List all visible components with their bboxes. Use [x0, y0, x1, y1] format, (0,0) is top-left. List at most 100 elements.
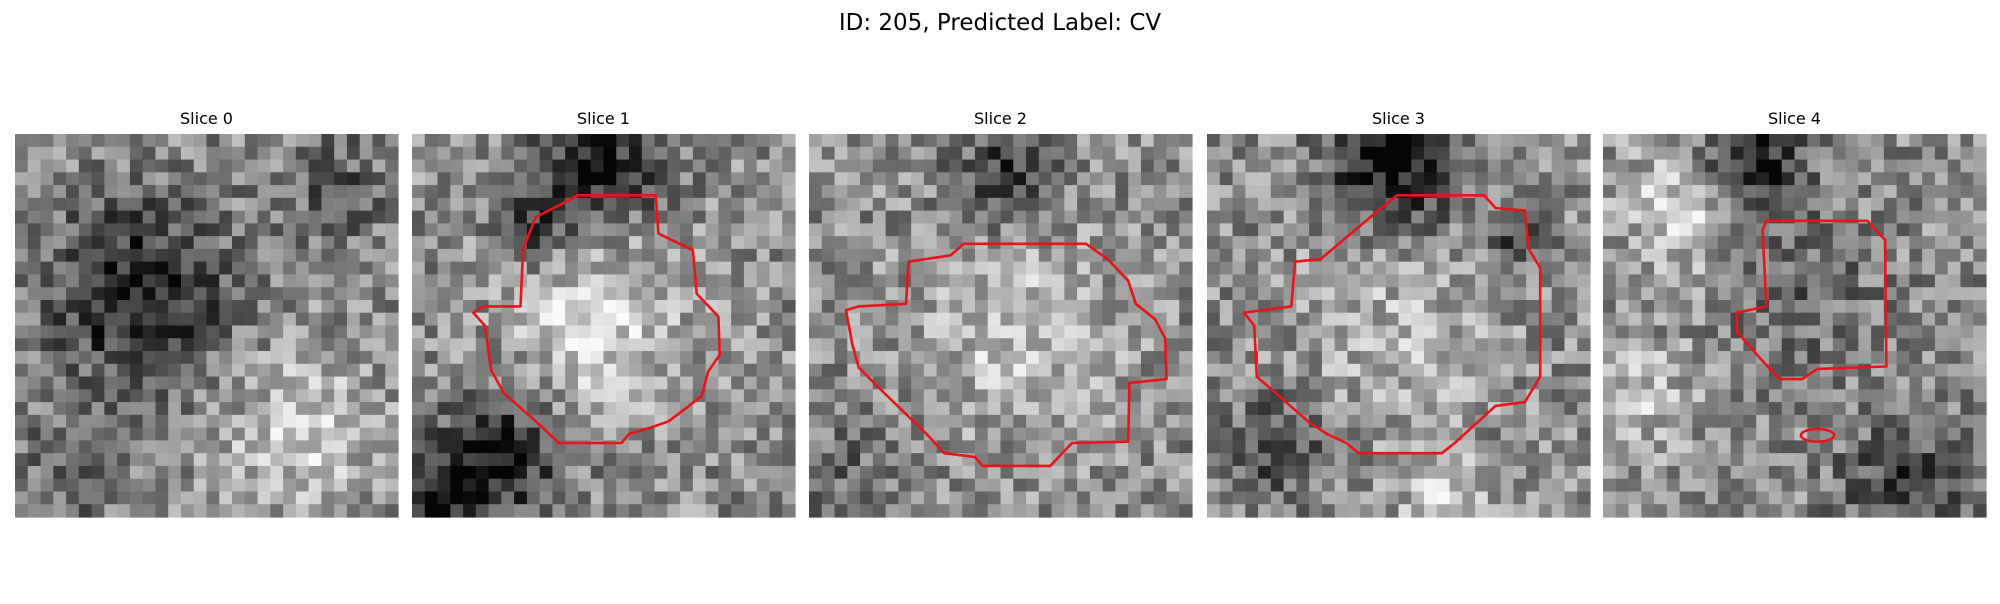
- pixel: [1128, 185, 1142, 199]
- pixel: [603, 172, 617, 186]
- pixel: [1026, 197, 1040, 212]
- pixel: [1051, 351, 1065, 365]
- pixel: [680, 414, 694, 429]
- pixel: [1089, 363, 1104, 378]
- pixel: [142, 261, 157, 276]
- pixel: [1038, 134, 1053, 148]
- pixel: [1334, 197, 1349, 212]
- pixel: [1026, 465, 1040, 480]
- pixel: [552, 427, 566, 441]
- pixel: [1692, 134, 1706, 148]
- pixel: [15, 134, 29, 148]
- pixel: [1730, 402, 1745, 416]
- pixel: [539, 172, 554, 186]
- pixel: [987, 159, 1002, 173]
- pixel: [1654, 159, 1668, 173]
- pixel: [821, 376, 836, 390]
- pixel: [1077, 223, 1091, 237]
- pixel: [1128, 465, 1142, 480]
- pixel: [1219, 248, 1234, 263]
- pixel: [1026, 427, 1040, 441]
- pixel: [1845, 504, 1859, 518]
- pixel: [1128, 478, 1142, 493]
- pixel: [1296, 159, 1310, 173]
- pixel: [155, 274, 169, 288]
- pixel: [1000, 376, 1014, 390]
- pixel: [629, 299, 643, 314]
- pixel: [603, 261, 617, 276]
- pixel: [1679, 185, 1693, 199]
- pixel: [1347, 159, 1361, 173]
- pixel: [1832, 299, 1847, 314]
- pixel: [1360, 172, 1374, 186]
- pixel: [321, 248, 335, 263]
- pixel: [1500, 223, 1514, 237]
- pixel: [1654, 299, 1668, 314]
- pixel: [1679, 134, 1693, 148]
- pixel: [590, 299, 605, 314]
- pixel: [1475, 134, 1489, 148]
- pixel: [1462, 274, 1476, 288]
- pixel: [885, 325, 899, 339]
- pixel: [180, 134, 195, 148]
- pixel: [1692, 210, 1706, 224]
- pixel: [860, 197, 874, 212]
- pixel: [782, 363, 796, 378]
- pixel: [1577, 338, 1591, 352]
- pixel: [1179, 223, 1193, 237]
- pixel: [257, 261, 271, 276]
- pixel: [424, 274, 439, 288]
- pixel: [1909, 236, 1923, 250]
- pixel: [66, 338, 80, 352]
- pixel: [308, 504, 322, 518]
- pixel: [1102, 389, 1116, 403]
- pixel: [463, 465, 477, 480]
- pixel: [860, 312, 874, 327]
- pixel: [1077, 376, 1091, 390]
- pixel: [385, 351, 399, 365]
- pixel: [1807, 453, 1821, 467]
- pixel: [1102, 197, 1116, 212]
- pixel: [1449, 491, 1463, 505]
- pixel: [1603, 159, 1617, 173]
- pixel: [193, 465, 208, 480]
- pixel: [936, 299, 951, 314]
- pixel: [501, 172, 515, 186]
- pixel: [1245, 414, 1259, 429]
- pixel: [1077, 312, 1091, 327]
- pixel: [334, 478, 348, 493]
- pixel: [1922, 376, 1936, 390]
- pixel: [437, 402, 451, 416]
- pixel: [821, 236, 836, 250]
- pixel: [1934, 504, 1949, 518]
- pixel: [539, 248, 554, 263]
- pixel: [475, 312, 490, 327]
- pixel: [1064, 210, 1078, 224]
- pixel: [91, 338, 105, 352]
- pixel: [1462, 427, 1476, 441]
- pixel: [1283, 453, 1297, 467]
- pixel: [949, 210, 963, 224]
- pixel: [193, 427, 208, 441]
- pixel: [1219, 223, 1234, 237]
- pixel: [1089, 274, 1104, 288]
- pixel: [692, 453, 707, 467]
- pixel: [1424, 210, 1438, 224]
- pixel: [1500, 325, 1514, 339]
- pixel: [1436, 210, 1451, 224]
- pixel: [232, 465, 246, 480]
- pixel: [1347, 248, 1361, 263]
- pixel: [923, 146, 938, 161]
- pixel: [1487, 261, 1502, 276]
- pixel: [129, 338, 144, 352]
- pixel: [1934, 274, 1949, 288]
- pixel: [1922, 261, 1936, 276]
- pixel: [117, 261, 131, 276]
- pixel: [283, 172, 297, 186]
- pixel: [1922, 465, 1936, 480]
- pixel: [1781, 146, 1796, 161]
- pixel: [359, 453, 374, 467]
- pixel: [885, 414, 899, 429]
- pixel: [782, 248, 796, 263]
- pixel: [1166, 325, 1180, 339]
